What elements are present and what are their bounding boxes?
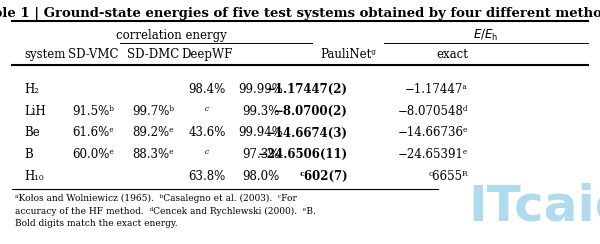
Text: 61.6%ᵉ: 61.6%ᵉ [72, 126, 114, 140]
Text: −24.65391ᵉ: −24.65391ᵉ [398, 148, 468, 162]
Text: 99.7%ᵇ: 99.7%ᵇ [132, 104, 174, 118]
Text: 97.3%: 97.3% [242, 148, 280, 162]
Text: 60.0%ᵉ: 60.0%ᵉ [72, 148, 114, 162]
Text: ᶜ6655ᴿ: ᶜ6655ᴿ [428, 170, 468, 183]
Text: PauliNetᵍ: PauliNetᵍ [320, 48, 376, 61]
Text: 99.94%: 99.94% [239, 126, 283, 140]
Text: 98.0%: 98.0% [242, 170, 280, 183]
Text: ITcaigou: ITcaigou [468, 183, 600, 231]
Text: 63.8%: 63.8% [188, 170, 226, 183]
Text: −1.17447ᵃ: −1.17447ᵃ [405, 82, 468, 96]
Text: H₁₀: H₁₀ [24, 170, 44, 183]
Text: $E/E_{\mathrm{h}}$: $E/E_{\mathrm{h}}$ [473, 28, 499, 43]
Text: 99.99%: 99.99% [239, 82, 283, 96]
Text: −14.66736ᵉ: −14.66736ᵉ [398, 126, 468, 140]
Text: −24.6506(11): −24.6506(11) [258, 148, 348, 162]
Text: B: B [24, 148, 33, 162]
Text: 98.4%: 98.4% [188, 82, 226, 96]
Text: Be: Be [24, 126, 40, 140]
Text: −8.0700(2): −8.0700(2) [274, 104, 348, 118]
Text: H₂: H₂ [24, 82, 39, 96]
Text: −8.070548ᵈ: −8.070548ᵈ [397, 104, 468, 118]
Text: exact: exact [436, 48, 468, 61]
Text: −14.6674(3): −14.6674(3) [266, 126, 348, 140]
Text: SD-DMC: SD-DMC [127, 48, 179, 61]
Text: 89.2%ᵉ: 89.2%ᵉ [132, 126, 174, 140]
Text: LiH: LiH [24, 104, 46, 118]
Text: 43.6%: 43.6% [188, 126, 226, 140]
Text: −1.17447(2): −1.17447(2) [266, 82, 348, 96]
Text: ᶜ: ᶜ [205, 148, 209, 162]
Text: Table 1 | Ground-state energies of five test systems obtained by four different : Table 1 | Ground-state energies of five … [0, 7, 600, 20]
Text: ᶜ602(7): ᶜ602(7) [299, 170, 348, 183]
Text: ᶜ: ᶜ [205, 104, 209, 118]
Text: SD-VMC: SD-VMC [68, 48, 118, 61]
Text: 91.5%ᵇ: 91.5%ᵇ [72, 104, 114, 118]
Text: 88.3%ᵉ: 88.3%ᵉ [132, 148, 174, 162]
Text: system: system [24, 48, 65, 61]
Text: 99.3%: 99.3% [242, 104, 280, 118]
Text: DeepWF: DeepWF [181, 48, 233, 61]
Text: ᵃKołos and Wolniewicz (1965).  ᵇCasalegno et al. (2003).  ᶜFor
accuracy of the H: ᵃKołos and Wolniewicz (1965). ᵇCasalegno… [15, 194, 316, 228]
Text: correlation energy: correlation energy [116, 29, 226, 42]
